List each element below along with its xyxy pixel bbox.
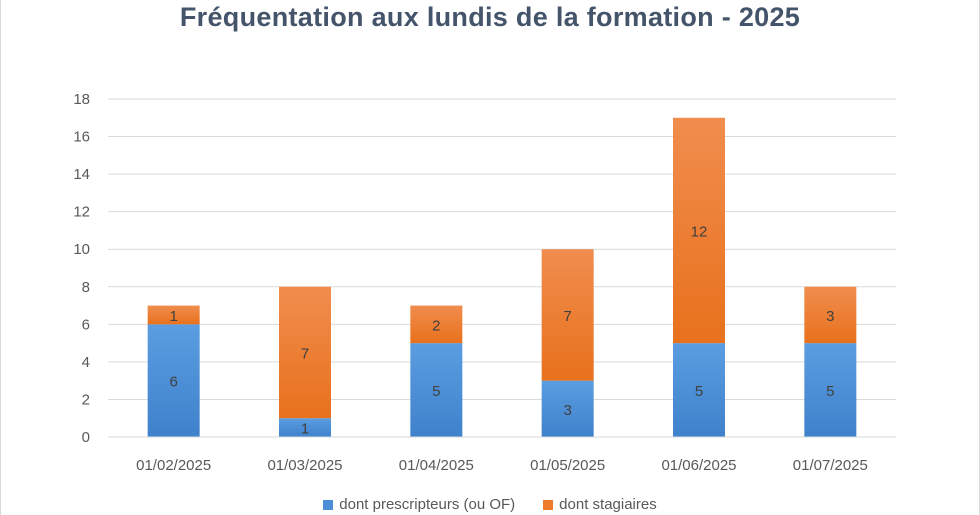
legend-label-prescripteurs: dont prescripteurs (ou OF): [339, 496, 516, 513]
legend-swatch-prescripteurs: [323, 499, 334, 510]
data-label: 2: [432, 317, 440, 334]
x-tick-label: 01/07/2025: [793, 457, 868, 474]
data-label: 5: [826, 383, 834, 400]
label-layer: 6 1 1 7 5 2 3 7 5 12 5 3: [169, 223, 834, 437]
bar-prescripteurs-5[interactable]: [673, 343, 725, 437]
y-tick-label: 6: [82, 316, 90, 333]
legend-swatch-stagiaires: [543, 499, 554, 510]
bar-prescripteurs-2[interactable]: [279, 418, 331, 437]
data-label: 7: [563, 308, 571, 325]
frame-edge-left: [0, 0, 1, 515]
x-tick-label: 01/05/2025: [530, 457, 605, 474]
data-label: 3: [826, 308, 834, 325]
y-tick-label: 8: [82, 279, 90, 296]
bar-layer: [147, 117, 857, 437]
chart-title: Fréquentation aux lundis de la formation…: [179, 2, 801, 32]
legend-item-stagiaires[interactable]: dont stagiaires: [543, 496, 657, 513]
data-label: 12: [691, 223, 708, 240]
legend-label-stagiaires: dont stagiaires: [559, 496, 657, 513]
y-tick-label: 2: [82, 391, 90, 408]
bar-stagiaires-4[interactable]: [541, 249, 594, 381]
y-tick-label: 0: [82, 429, 90, 446]
x-tick-label: 01/02/2025: [136, 457, 211, 474]
y-tick-label: 10: [73, 241, 90, 258]
y-tick-label: 4: [82, 354, 90, 371]
y-tick-label: 12: [73, 204, 90, 221]
bar-prescripteurs-6[interactable]: [804, 343, 857, 437]
bar-stagiaires-3[interactable]: [410, 305, 463, 344]
y-tick-label: 14: [73, 166, 90, 183]
bar-stagiaires-5[interactable]: [673, 117, 725, 344]
x-tick-label: 01/04/2025: [399, 457, 474, 474]
x-tick-label: 01/06/2025: [661, 457, 736, 474]
grid-layer: [108, 98, 896, 400]
bar-prescripteurs-4[interactable]: [541, 380, 594, 437]
legend: dont prescripteurs (ou OF) dont stagiair…: [0, 496, 980, 513]
y-tick-label: 16: [73, 129, 90, 146]
data-label: 5: [695, 383, 703, 400]
x-tick-label: 01/03/2025: [267, 457, 342, 474]
legend-item-prescripteurs[interactable]: dont prescripteurs (ou OF): [323, 496, 515, 513]
data-label: 3: [563, 402, 571, 419]
bar-prescripteurs-1[interactable]: [147, 324, 200, 437]
bar-stagiaires-2[interactable]: [279, 286, 331, 419]
data-label: 1: [301, 421, 309, 438]
data-label: 7: [301, 346, 309, 363]
bar-stagiaires-6[interactable]: [804, 286, 857, 344]
data-label: 1: [169, 308, 177, 325]
data-label: 5: [432, 383, 440, 400]
bar-prescripteurs-3[interactable]: [410, 343, 463, 437]
bar-stagiaires-1[interactable]: [147, 305, 200, 325]
data-label: 6: [169, 374, 177, 391]
y-tick-label: 18: [73, 91, 90, 108]
